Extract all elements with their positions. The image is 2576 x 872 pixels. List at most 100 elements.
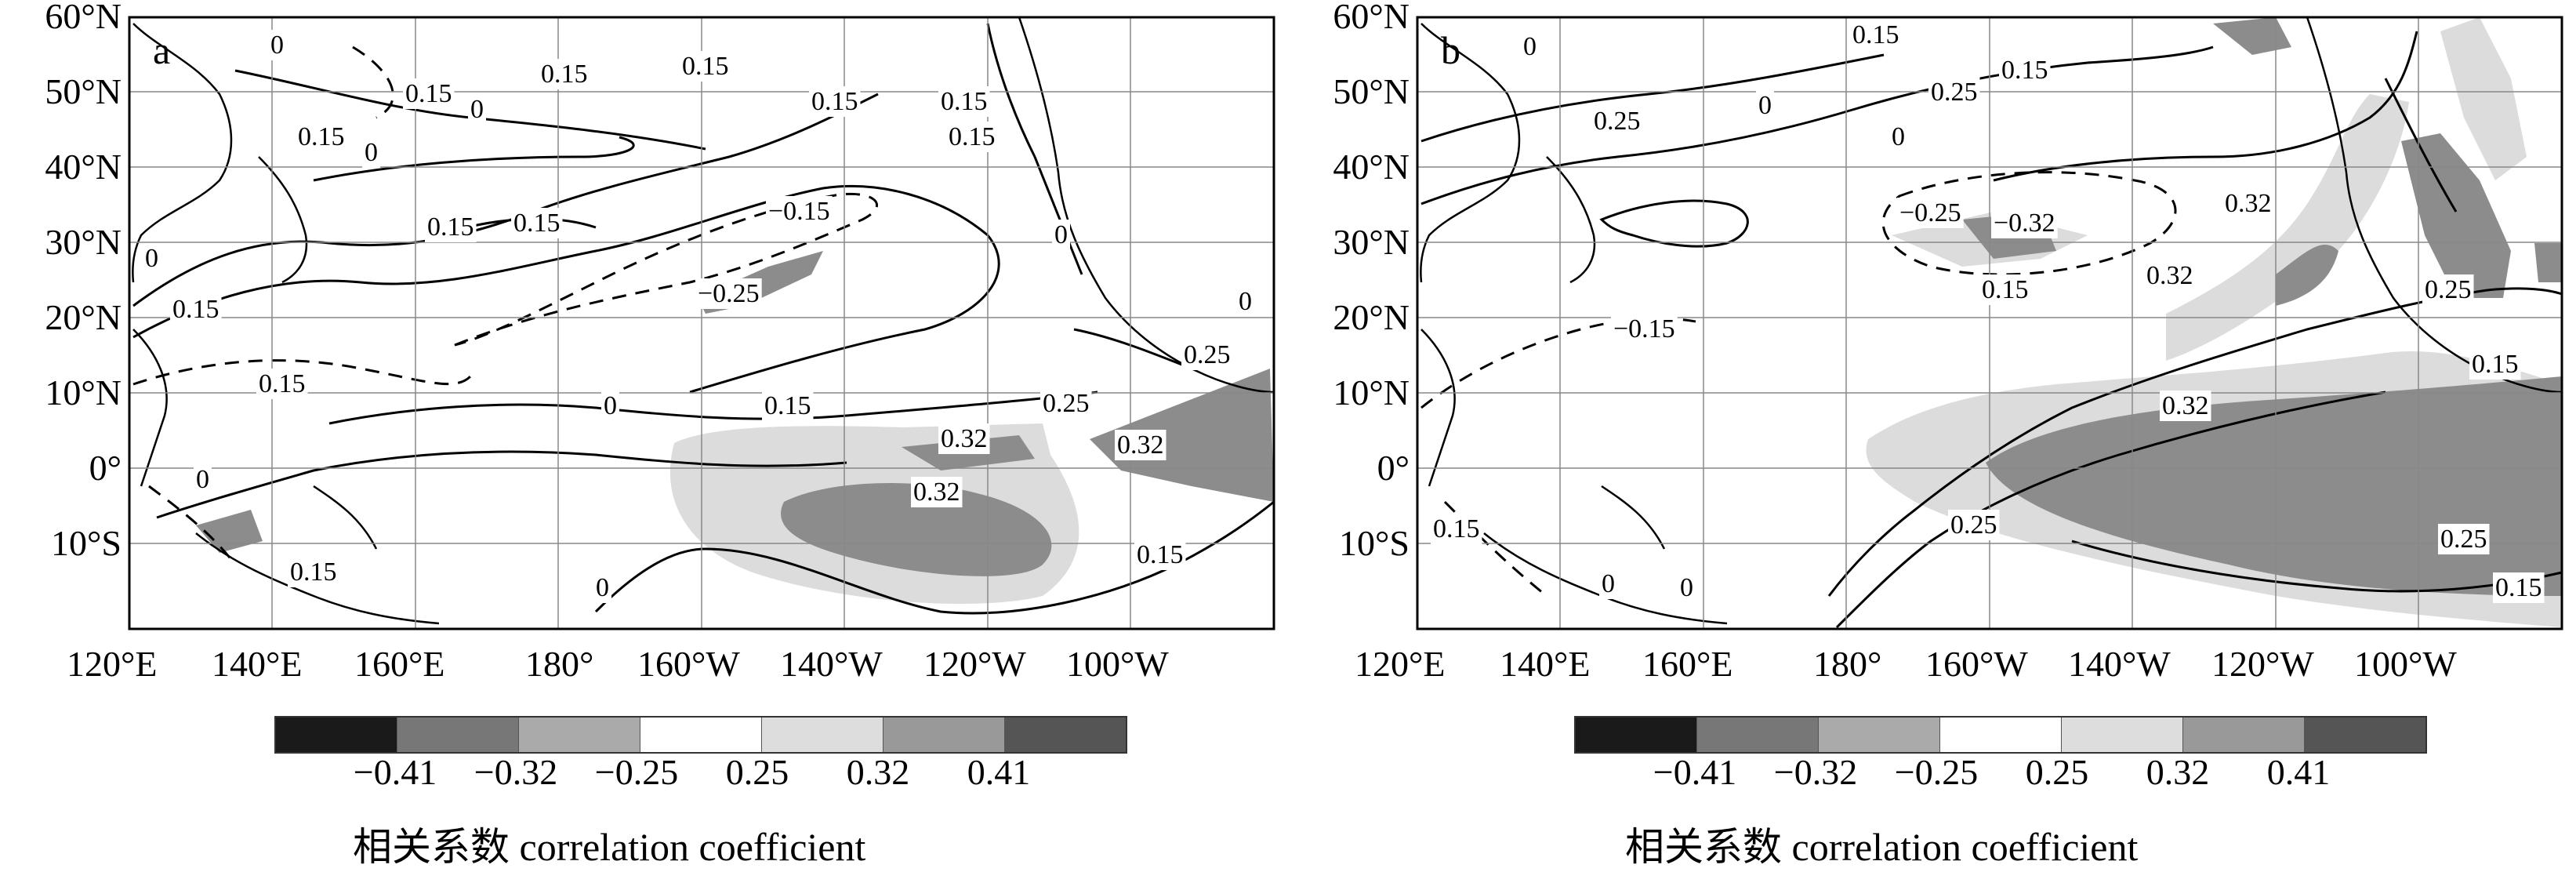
contour-label: 0.15	[1137, 540, 1184, 569]
colorbar-tick-label: 0.32	[846, 752, 910, 792]
contour-label-background	[1052, 220, 1070, 250]
contour-label-background	[911, 477, 963, 507]
colorbar-tick-label: 0.25	[725, 752, 789, 792]
contour-label: 0.32	[941, 424, 988, 453]
contour-label-background	[2160, 391, 2211, 421]
contour-label: 0.15	[764, 391, 811, 420]
contour-label-background	[143, 243, 161, 274]
contour-label: 0	[1680, 573, 1693, 602]
lon-tick-label: 100°W	[2354, 644, 2457, 684]
contour-label: 0.15	[811, 87, 858, 116]
lat-tick-label: 10°S	[51, 523, 122, 563]
lat-tick-label: 10°N	[1333, 372, 1410, 412]
colorbar-segment	[640, 718, 762, 752]
contour-label: 0	[145, 244, 158, 273]
lon-tick-label: 140°W	[2068, 644, 2171, 684]
colorbar-segment	[883, 718, 1005, 752]
colorbar-segment	[1697, 718, 1819, 752]
contour-label-background	[1181, 340, 1233, 370]
contour-label: 0.15	[1852, 20, 1899, 49]
contour-label: 0.32	[2146, 261, 2193, 290]
contour-label: 0	[470, 95, 484, 124]
colorbar-segment	[397, 718, 519, 752]
contour-label: −0.32	[1994, 209, 2055, 238]
contour-label-background	[403, 78, 455, 109]
contour-label: 0.15	[1982, 275, 2029, 304]
contour-lines	[132, 23, 1275, 615]
lat-tick-label: 50°N	[45, 71, 122, 111]
contour-label-background	[170, 294, 222, 325]
contour-label: 0.15	[1433, 514, 1480, 543]
lat-tick-label: 60°N	[45, 0, 122, 36]
lat-tick-label: 30°N	[1333, 222, 1410, 262]
panel-b: 0.15 0.25 0.15 0.25 0 0 −0.25 −0.32 0.15…	[1288, 0, 2576, 869]
contour-label: 0	[1892, 122, 1905, 151]
contour-label-background	[1678, 572, 1696, 603]
lat-tick-label: 0°	[1377, 448, 1410, 488]
contour-label-background	[539, 59, 590, 89]
lat-tick-label: 40°N	[1333, 147, 1410, 187]
contour-label: 0	[1602, 569, 1615, 598]
contour-label-background	[1591, 106, 1643, 136]
lon-tick-label: 160°E	[1642, 644, 1733, 684]
colorbar-label: 相关系数 correlation coefficient	[353, 825, 866, 869]
colorbar-segment	[1940, 718, 2062, 752]
shade-light-region	[2440, 17, 2527, 180]
contour-label: 0.15	[259, 369, 306, 398]
shade-dark-region	[196, 510, 263, 553]
lon-tick-label: 160°W	[637, 644, 740, 684]
colorbar-label: 相关系数 correlation coefficient	[1625, 825, 2139, 869]
contour-lines	[1420, 31, 2563, 629]
colorbar-segment	[2062, 718, 2183, 752]
contour-label-background	[946, 122, 998, 152]
colorbar-tick-label: −0.25	[594, 752, 679, 792]
contour-label: 0	[1054, 220, 1068, 249]
contour-label-background	[1948, 510, 2000, 540]
contour-label: 0	[196, 465, 209, 494]
lat-tick-label: 10°N	[45, 372, 122, 412]
contour-label: 0.32	[2162, 391, 2209, 420]
lat-tick-label: 20°N	[1333, 297, 1410, 337]
map-plot-a: 0 0.15 0.15 0.15 0.15 0.15 0 0.15 0 0.15…	[128, 16, 1275, 630]
colorbar-tick-label: −0.41	[353, 752, 437, 792]
shade-dark-region	[2401, 133, 2511, 298]
colorbar-segment	[1005, 718, 1126, 752]
shade-dark-region	[2534, 243, 2562, 282]
contour-label: 0.32	[913, 478, 960, 507]
colorbar-tick-label: 0.25	[2025, 752, 2089, 792]
colorbar-segment	[1819, 718, 1940, 752]
contour-label-background	[194, 464, 212, 495]
lat-tick-label: 20°N	[45, 297, 122, 337]
contour-label: 0.15	[298, 122, 345, 151]
grid-lines	[1417, 17, 2562, 629]
contour-label: 0.15	[290, 558, 337, 587]
contour-label: 0.15	[513, 209, 561, 238]
colorbar-segment	[276, 718, 397, 752]
contour-label: 0.15	[2001, 56, 2048, 85]
contour-label-background	[938, 423, 990, 454]
contour-label-background	[1599, 569, 1617, 599]
lon-tick-label: 180°	[1813, 644, 1882, 684]
contour-label: 0.25	[2425, 275, 2472, 304]
colorbar-segment	[1576, 718, 1697, 752]
colorbar-tick-label: −0.25	[1894, 752, 1979, 792]
contour-label-background	[1999, 55, 2051, 85]
contour-label-background	[1115, 430, 1166, 460]
colorbar-segment	[2183, 718, 2305, 752]
colorbar-tick-label: −0.32	[1773, 752, 1858, 792]
contour-label-background	[511, 208, 563, 238]
contour-label: 0.25	[1594, 107, 1641, 136]
shade-dark-region	[2276, 244, 2338, 306]
contour-label: 0.32	[1117, 431, 1164, 460]
contour-label-background	[1979, 274, 2031, 305]
contour-label-background	[1611, 314, 1678, 344]
contour-label: 0.15	[941, 87, 988, 116]
lon-tick-label: 120°W	[923, 644, 1026, 684]
colorbar-tick-label: −0.32	[473, 752, 558, 792]
contour-label-background	[256, 369, 308, 399]
contour-label: 0	[270, 31, 284, 60]
colorbar	[1574, 716, 2427, 754]
contour-label-background	[1897, 198, 1964, 228]
grid-lines	[129, 17, 1274, 629]
contour-label: 0.25	[1184, 340, 1231, 369]
